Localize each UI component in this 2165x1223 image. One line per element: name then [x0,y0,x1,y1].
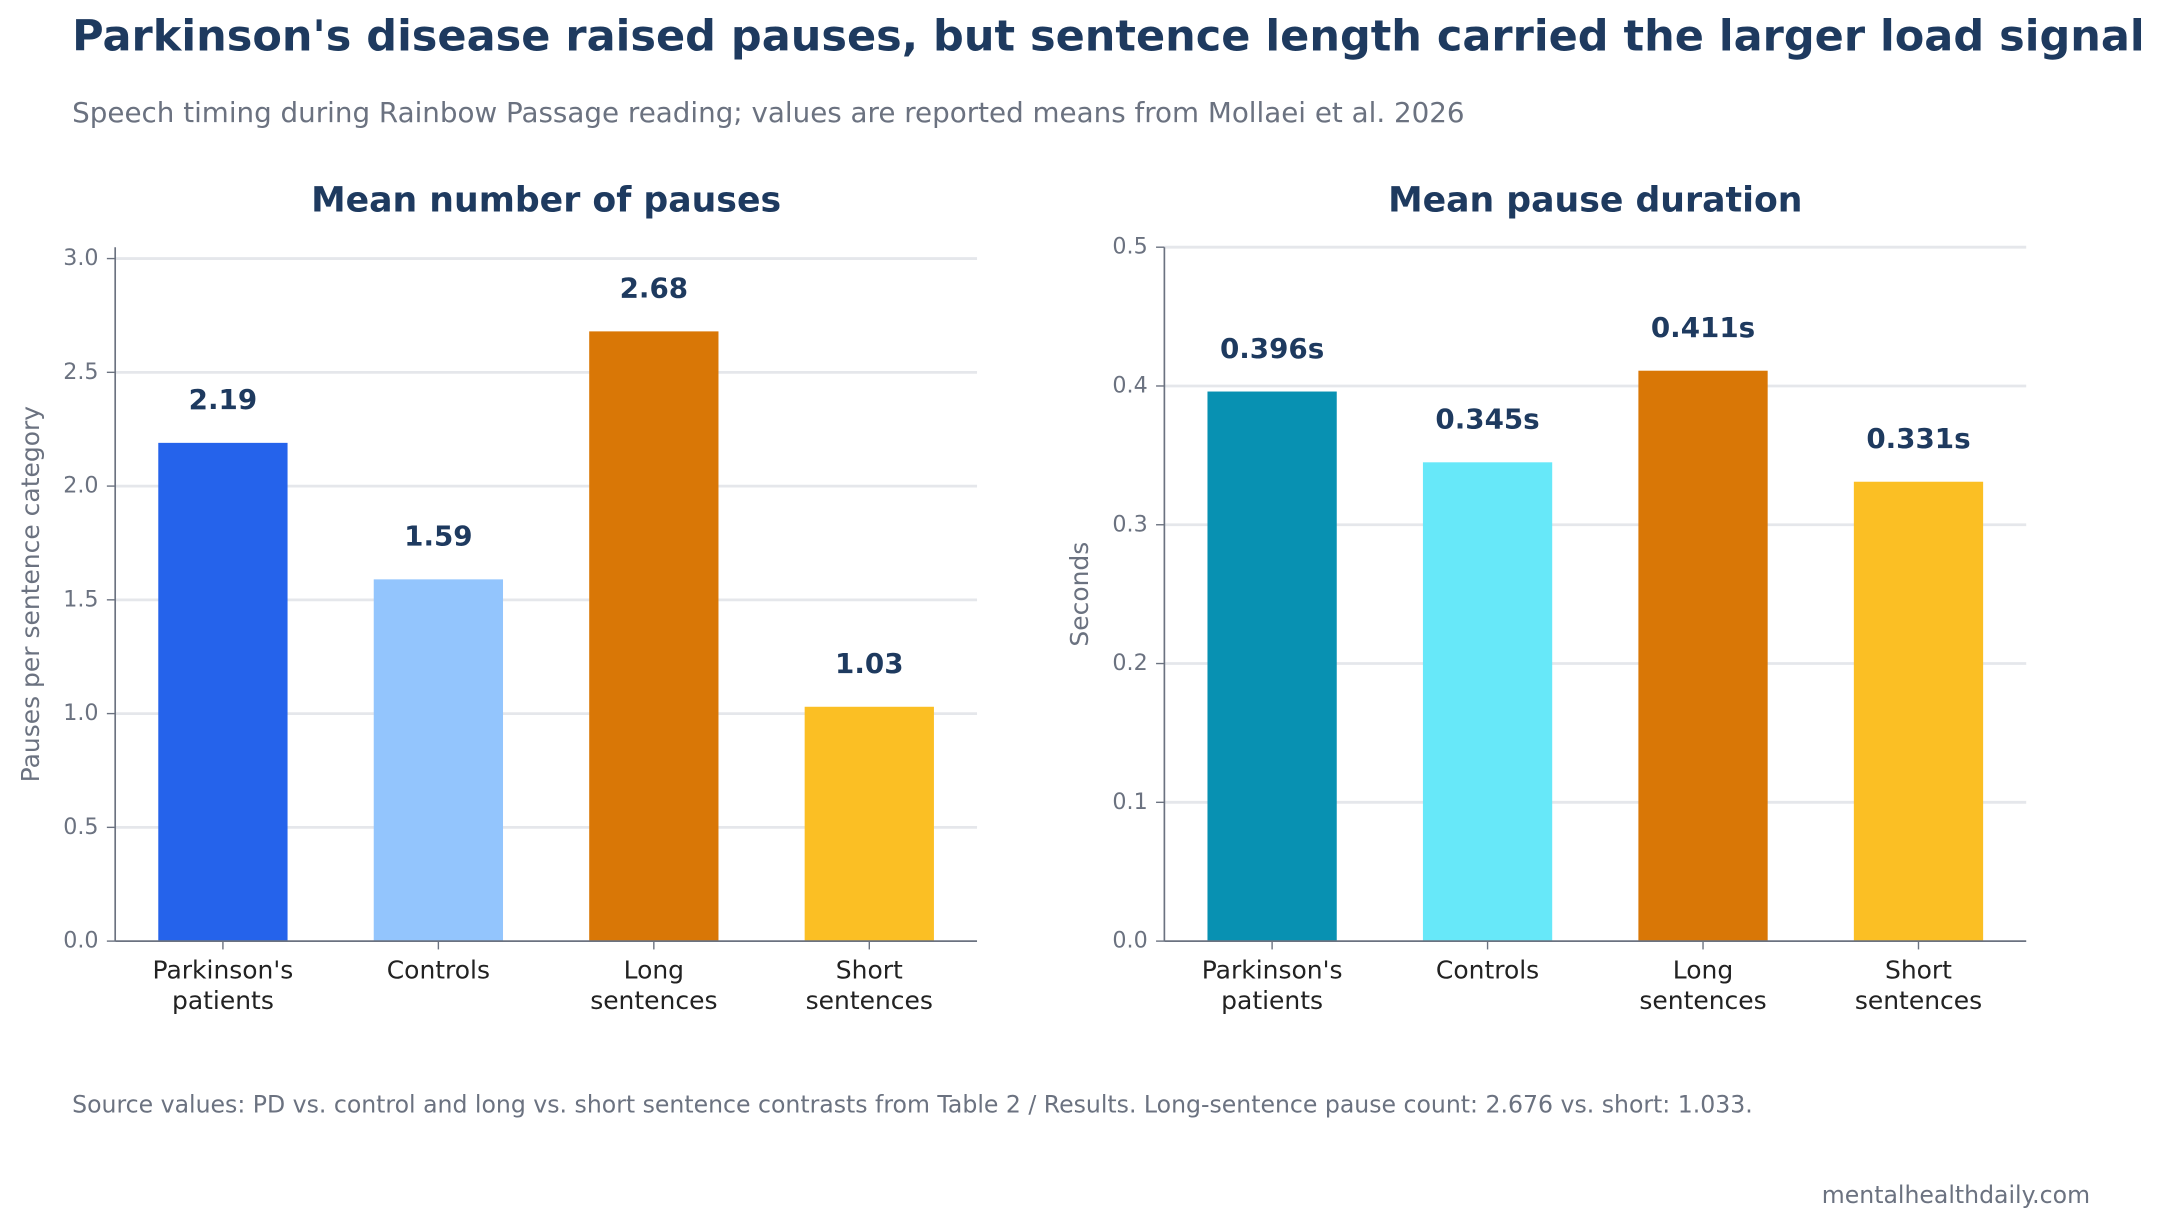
page-title: Parkinson's disease raised pauses, but s… [72,12,2144,62]
source-note: Source values: PD vs. control and long v… [72,1091,1753,1119]
x-tick-label: Parkinson's patients [153,956,294,1016]
x-tick-label: Controls [1436,956,1539,985]
bar [1207,391,1337,942]
y-tick-label: 2.5 [63,359,98,385]
bar [1638,370,1768,942]
x-tick-label: Long sentences [1639,956,1766,1016]
y-tick-label: 0.5 [63,814,98,840]
y-tick-label: 0.5 [1112,234,1147,260]
y-tick-label: 1.0 [63,700,98,726]
panel-title: Mean pause duration [1388,180,1802,220]
y-tick-label: 0.0 [1112,928,1147,954]
value-label: 0.411s [1651,311,1755,344]
value-label: 0.345s [1435,403,1539,436]
panel-title: Mean number of pauses [311,180,781,220]
y-tick-label: 0.0 [63,928,98,954]
bar [589,331,719,942]
x-tick-label: Short sentences [806,956,933,1016]
y-tick-label: 0.4 [1112,372,1147,398]
x-tick-label: Long sentences [590,956,717,1016]
page-subtitle: Speech timing during Rainbow Passage rea… [72,96,1464,129]
x-tick-label: Short sentences [1855,956,1982,1016]
y-tick-label: 0.3 [1112,511,1147,537]
y-tick-label: 0.2 [1112,650,1147,676]
x-tick-label: Parkinson's patients [1202,956,1343,1016]
value-label: 0.331s [1866,422,1970,455]
y-tick-label: 0.1 [1112,789,1147,815]
value-label: 2.19 [189,383,257,416]
y-axis-label: Seconds [1065,542,1094,647]
value-label: 1.03 [835,647,903,680]
watermark: mentalhealthdaily.com [1822,1181,2090,1209]
bar [373,579,504,942]
y-axis-label: Pauses per sentence category [16,406,45,783]
bar [158,442,288,942]
value-label: 0.396s [1220,332,1324,365]
bar [1853,481,1984,942]
value-label: 1.59 [404,520,472,553]
y-tick-label: 1.5 [63,586,98,612]
bar [1422,462,1553,942]
x-tick-label: Controls [387,956,490,985]
bar [804,706,934,942]
value-label: 2.68 [620,272,688,305]
y-tick-label: 3.0 [63,245,98,271]
y-tick-label: 2.0 [63,473,98,499]
